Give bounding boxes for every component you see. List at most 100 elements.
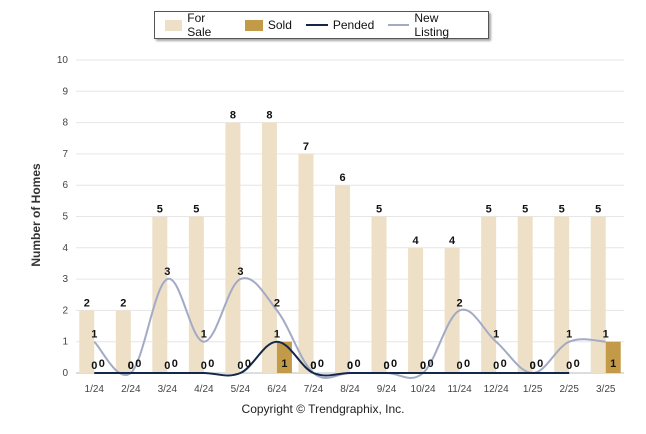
- pended-value-label: 0: [237, 360, 243, 372]
- sold-value-label: 0: [208, 358, 214, 370]
- pended-value-label: 0: [420, 360, 426, 372]
- sold-value-label: 0: [464, 358, 470, 370]
- for-sale-bar: [517, 216, 533, 373]
- new-listing-value-label: 0: [310, 360, 316, 372]
- x-tick-label: 2/25: [559, 384, 579, 395]
- for-sale-value-label: 5: [486, 204, 492, 216]
- x-tick-label: 11/24: [447, 384, 472, 395]
- legend-item-for-sale[interactable]: For Sale: [165, 11, 231, 39]
- legend-item-pended[interactable]: Pended: [305, 18, 375, 32]
- for-sale-bar: [261, 122, 277, 373]
- new-listing-line: [93, 277, 606, 379]
- y-tick-label: 8: [62, 118, 68, 129]
- sold-value-label: 0: [501, 358, 507, 370]
- y-tick-label: 3: [62, 274, 68, 285]
- sold-value-label: 0: [318, 358, 324, 370]
- sold-bar: [605, 341, 621, 373]
- for-sale-bar: [188, 216, 204, 373]
- x-tick-label: 2/24: [121, 384, 141, 395]
- pended-value-label: 0: [457, 360, 463, 372]
- new-listing-value-label: 3: [237, 266, 243, 278]
- sold-value-label: 0: [537, 358, 543, 370]
- for-sale-bar: [554, 216, 570, 373]
- new-listing-value-label: 2: [274, 297, 280, 309]
- y-tick-label: 4: [62, 243, 68, 254]
- sold-value-label: 0: [99, 358, 105, 370]
- pended-value-label: 0: [383, 360, 389, 372]
- legend-item-sold[interactable]: Sold: [244, 18, 292, 32]
- legend-label-pended: Pended: [332, 18, 375, 32]
- y-tick-label: 10: [57, 55, 69, 66]
- sold-value-label: 1: [281, 358, 287, 370]
- sold-value-label: 0: [172, 358, 178, 370]
- for-sale-value-label: 5: [157, 204, 163, 216]
- pended-value-label: 0: [91, 360, 97, 372]
- new-listing-value-label: 0: [128, 360, 134, 372]
- sold-value-label: 1: [610, 358, 616, 370]
- for-sale-bar: [590, 216, 606, 373]
- for-sale-value-label: 5: [595, 204, 601, 216]
- sold-value-label: 0: [354, 358, 360, 370]
- x-tick-label: 4/24: [194, 384, 214, 395]
- copyright: Copyright © Trendgraphix, Inc.: [241, 402, 405, 416]
- for-sale-value-label: 2: [84, 297, 90, 309]
- x-tick-label: 1/25: [523, 384, 543, 395]
- legend-label-sold: Sold: [267, 18, 292, 32]
- sold-swatch: [244, 19, 263, 31]
- sold-value-label: 0: [428, 358, 434, 370]
- for-sale-bar: [79, 310, 95, 373]
- for-sale-value-label: 5: [193, 204, 199, 216]
- for-sale-bar: [152, 216, 168, 373]
- new-listing-value-label: 1: [201, 329, 207, 341]
- for-sale-bar: [481, 216, 497, 373]
- for-sale-value-label: 7: [303, 141, 309, 153]
- pended-value-label: 1: [274, 329, 280, 341]
- x-tick-label: 5/24: [231, 384, 251, 395]
- y-tick-label: 0: [62, 368, 68, 379]
- legend-label-new-listing: New Listing: [414, 11, 450, 39]
- legend: For Sale Sold Pended New Listing: [154, 11, 489, 39]
- for-sale-bar: [371, 216, 387, 373]
- pended-value-label: 0: [128, 360, 134, 372]
- pended-value-label: 0: [164, 360, 170, 372]
- pended-value-label: 0: [493, 360, 499, 372]
- new-listing-value-label: 0: [530, 360, 536, 372]
- sold-value-label: 0: [391, 358, 397, 370]
- for-sale-value-label: 6: [339, 172, 345, 184]
- sold-bar: [276, 341, 292, 373]
- new-listing-value-label: 3: [164, 266, 170, 278]
- x-tick-label: 1/24: [85, 384, 105, 395]
- sold-value-label: 0: [245, 358, 251, 370]
- for-sale-value-label: 5: [522, 204, 528, 216]
- pended-value-label: 0: [566, 360, 572, 372]
- for-sale-bar: [225, 122, 241, 373]
- new-listing-value-label: 1: [493, 329, 499, 341]
- y-tick-label: 9: [62, 86, 68, 97]
- sold-value-label: 0: [135, 358, 141, 370]
- for-sale-value-label: 5: [376, 204, 382, 216]
- sold-value-label: 0: [574, 358, 580, 370]
- pended-line: [94, 340, 570, 377]
- new-listing-value-label: 0: [347, 360, 353, 372]
- x-tick-label: 3/25: [596, 384, 616, 395]
- for-sale-bar: [115, 310, 131, 373]
- for-sale-value-label: 2: [120, 297, 126, 309]
- y-tick-label: 5: [62, 212, 68, 223]
- for-sale-bar: [408, 247, 424, 373]
- new-listing-value-label: 0: [383, 360, 389, 372]
- legend-item-new-listing[interactable]: New Listing: [388, 11, 474, 39]
- for-sale-value-label: 4: [413, 235, 420, 247]
- for-sale-bar: [444, 247, 460, 373]
- pended-value-label: 0: [530, 360, 536, 372]
- y-tick-label: 1: [62, 337, 68, 348]
- x-tick-label: 10/24: [411, 384, 436, 395]
- x-tick-label: 12/24: [484, 384, 509, 395]
- for-sale-value-label: 8: [266, 110, 272, 122]
- y-axis-label: Number of Homes: [29, 163, 43, 267]
- new-listing-value-label: 1: [566, 329, 572, 341]
- for-sale-value-label: 8: [230, 110, 236, 122]
- new-listing-value-label: 1: [603, 329, 609, 341]
- for-sale-bar: [335, 185, 350, 373]
- pended-swatch: [305, 24, 328, 26]
